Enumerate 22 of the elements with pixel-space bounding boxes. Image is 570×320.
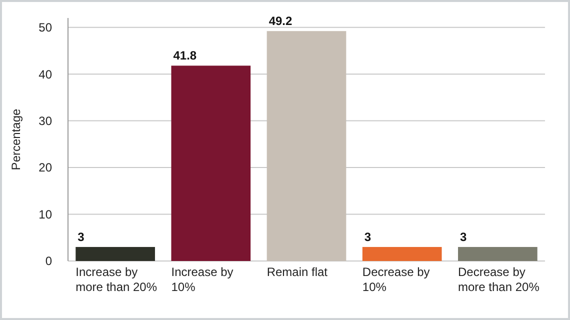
- x-tick-label: Decrease by 10%: [362, 265, 430, 294]
- y-tick-label: 0: [45, 254, 52, 268]
- data-label: 49.2: [268, 14, 293, 28]
- x-tick-label: Increase by 10%: [171, 265, 234, 294]
- bar: [266, 31, 346, 261]
- data-label: 3: [460, 230, 468, 244]
- y-tick-label: 10: [38, 207, 52, 222]
- y-tick-label: 30: [38, 114, 52, 128]
- data-label: 41.8: [173, 48, 197, 63]
- y-tick-label: 20: [38, 160, 52, 175]
- x-tick-label: Remain flat: [266, 265, 328, 279]
- bar: [76, 246, 155, 261]
- x-tick-label: Decrease by more than 20%: [458, 265, 540, 294]
- data-label: 3: [78, 230, 85, 244]
- bar: [458, 246, 538, 261]
- y-tick-label: 40: [38, 67, 52, 82]
- x-tick-label: Increase by more than 20%: [76, 265, 158, 294]
- y-tick-label: 50: [38, 20, 52, 35]
- bar: [171, 66, 251, 261]
- bar: [362, 246, 442, 261]
- y-axis-title: Percentage: [9, 108, 23, 170]
- data-label: 3: [364, 230, 372, 244]
